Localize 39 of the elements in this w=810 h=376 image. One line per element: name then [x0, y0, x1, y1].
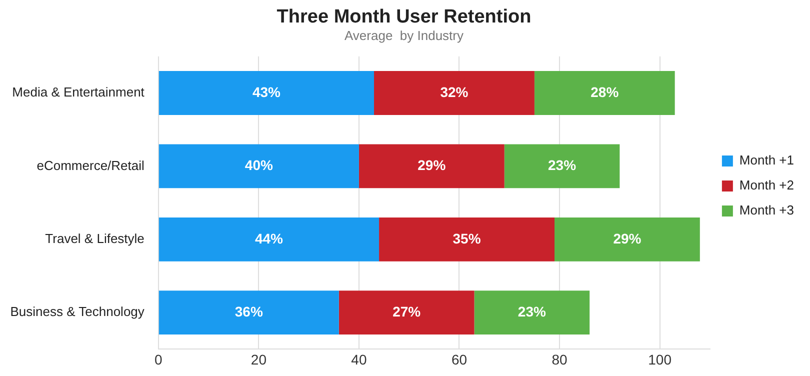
- text: 27%: [392, 303, 421, 320]
- y-tick-label: Media & Entertainment: [12, 84, 145, 100]
- text: 29%: [418, 157, 446, 174]
- text: 43%: [252, 84, 280, 100]
- text: 29%: [613, 230, 642, 246]
- bar: [554, 217, 700, 262]
- y-tick-label: Travel & Lifestyle: [45, 230, 144, 246]
- x-tick-label: 0: [154, 351, 163, 368]
- text: 36%: [234, 303, 263, 320]
- bar: [338, 290, 474, 335]
- x-tick-label: 40: [351, 351, 367, 368]
- chart-subtitle: Average by Industry: [344, 28, 464, 44]
- x-tick-label: 60: [451, 351, 468, 368]
- legend-label: Month +2: [739, 178, 794, 193]
- bar: [374, 71, 534, 115]
- bar: [158, 290, 339, 335]
- bar: [358, 144, 504, 188]
- y-tick-label: eCommerce/Retail: [36, 158, 145, 173]
- text: 23%: [518, 303, 546, 320]
- bar: [158, 71, 374, 115]
- x-tick-label: 100: [648, 351, 672, 368]
- bar: [158, 144, 359, 188]
- x-tick-label: 20: [250, 351, 267, 368]
- text: 44%: [254, 230, 283, 246]
- bar: [534, 71, 675, 115]
- legend-label: Month +1: [739, 152, 794, 168]
- text: 35%: [452, 230, 481, 246]
- x-tick-label: 80: [552, 351, 568, 368]
- bar: [504, 144, 620, 188]
- bar: [474, 290, 590, 335]
- text: 23%: [548, 157, 576, 174]
- bar: [379, 217, 555, 262]
- text: 28%: [590, 84, 619, 100]
- y-tick-label: Business & Technology: [10, 304, 145, 320]
- legend-label: Month +3: [739, 202, 794, 218]
- text: 40%: [244, 157, 273, 174]
- text: 32%: [440, 84, 468, 100]
- chart-title: Three Month User Retention: [276, 6, 532, 28]
- bar: [158, 217, 380, 262]
